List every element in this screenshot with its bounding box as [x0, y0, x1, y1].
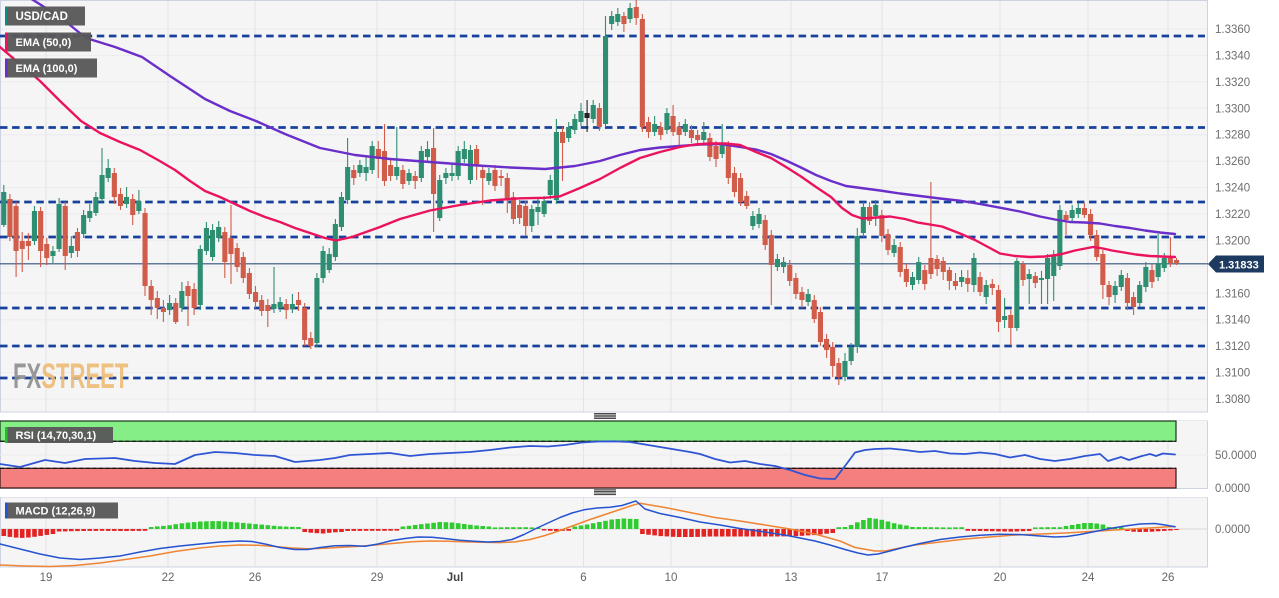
- svg-text:STREET: STREET: [41, 358, 128, 396]
- svg-text:13: 13: [785, 572, 798, 584]
- svg-text:1.3360: 1.3360: [1215, 24, 1250, 36]
- svg-text:Jul: Jul: [447, 572, 464, 584]
- svg-text:50.0000: 50.0000: [1215, 450, 1257, 462]
- svg-text:1.3140: 1.3140: [1215, 315, 1250, 327]
- svg-text:1.3160: 1.3160: [1215, 288, 1250, 300]
- svg-text:EMA (50,0): EMA (50,0): [16, 37, 72, 49]
- svg-text:0.0000: 0.0000: [1215, 483, 1250, 495]
- svg-text:EMA (100,0): EMA (100,0): [16, 63, 78, 75]
- svg-text:1.3320: 1.3320: [1215, 77, 1250, 89]
- svg-text:1.3100: 1.3100: [1215, 368, 1250, 380]
- svg-text:26: 26: [249, 572, 262, 584]
- svg-text:1.3280: 1.3280: [1215, 130, 1250, 142]
- svg-text:1.3340: 1.3340: [1215, 50, 1250, 62]
- svg-text:20: 20: [994, 572, 1007, 584]
- svg-text:MACD (12,26,9): MACD (12,26,9): [16, 506, 96, 518]
- svg-text:29: 29: [371, 572, 384, 584]
- svg-text:1.3300: 1.3300: [1215, 103, 1250, 115]
- svg-text:17: 17: [876, 572, 889, 584]
- svg-text:FX: FX: [13, 358, 42, 396]
- svg-text:1.3220: 1.3220: [1215, 209, 1250, 221]
- svg-text:24: 24: [1082, 572, 1095, 584]
- svg-text:22: 22: [162, 572, 175, 584]
- svg-text:1.3200: 1.3200: [1215, 235, 1250, 247]
- svg-text:19: 19: [40, 572, 53, 584]
- svg-text:0.0000: 0.0000: [1215, 524, 1250, 536]
- svg-text:1.3240: 1.3240: [1215, 183, 1250, 195]
- svg-text:1.3080: 1.3080: [1215, 394, 1250, 406]
- svg-text:26: 26: [1162, 572, 1175, 584]
- svg-text:6: 6: [580, 572, 586, 584]
- svg-text:RSI (14,70,30,1): RSI (14,70,30,1): [16, 430, 97, 442]
- svg-text:USD/CAD: USD/CAD: [16, 11, 68, 23]
- svg-text:1.3260: 1.3260: [1215, 156, 1250, 168]
- svg-text:1.3120: 1.3120: [1215, 341, 1250, 353]
- svg-text:1.31833: 1.31833: [1219, 259, 1259, 271]
- svg-text:10: 10: [665, 572, 678, 584]
